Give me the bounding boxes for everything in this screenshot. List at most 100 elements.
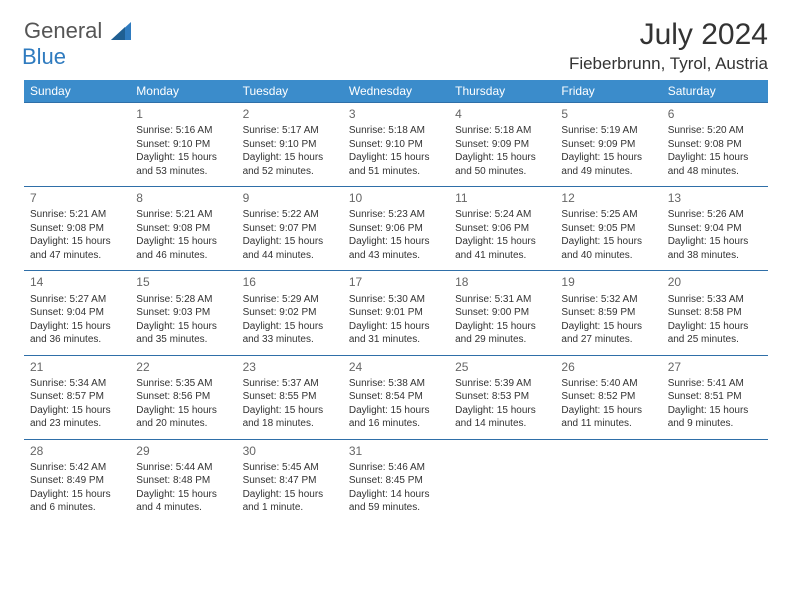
daylight-text: Daylight: 15 hours and 50 minutes. <box>455 151 549 178</box>
day-number: 27 <box>668 359 762 375</box>
day-number: 22 <box>136 359 230 375</box>
day-number: 19 <box>561 274 655 290</box>
day-number: 7 <box>30 190 124 206</box>
calendar-week-row: 21Sunrise: 5:34 AMSunset: 8:57 PMDayligh… <box>24 355 768 439</box>
daylight-text: Daylight: 15 hours and 33 minutes. <box>243 320 337 347</box>
daylight-text: Daylight: 15 hours and 36 minutes. <box>30 320 124 347</box>
sunrise-text: Sunrise: 5:24 AM <box>455 208 549 222</box>
calendar-day-cell: 29 Sunrise: 5:44 AMSunset: 8:48 PMDayligh… <box>130 439 236 523</box>
day-header: Thursday <box>449 80 555 103</box>
daylight-text: Daylight: 14 hours and 59 minutes. <box>349 488 443 515</box>
daylight-text: Daylight: 15 hours and 44 minutes. <box>243 235 337 262</box>
sunrise-text: Sunrise: 5:32 AM <box>561 293 655 307</box>
day-header: Tuesday <box>237 80 343 103</box>
daylight-text: Daylight: 15 hours and 49 minutes. <box>561 151 655 178</box>
daylight-text: Daylight: 15 hours and 40 minutes. <box>561 235 655 262</box>
sunset-text: Sunset: 8:56 PM <box>136 390 230 404</box>
day-number: 29 <box>136 443 230 459</box>
sunrise-text: Sunrise: 5:37 AM <box>243 377 337 391</box>
calendar-day-cell: 30Sunrise: 5:45 AMSunset: 8:47 PMDayligh… <box>237 439 343 523</box>
sunset-text: Sunset: 9:00 PM <box>455 306 549 320</box>
sunrise-text: Sunrise: 5:30 AM <box>349 293 443 307</box>
sunrise-text: Sunrise: 5:25 AM <box>561 208 655 222</box>
day-header: Sunday <box>24 80 130 103</box>
sunrise-text: Sunrise: 5:38 AM <box>349 377 443 391</box>
calendar-day-cell: 12Sunrise: 5:25 AMSunset: 9:05 PMDayligh… <box>555 187 661 271</box>
calendar-day-cell: 21Sunrise: 5:34 AMSunset: 8:57 PMDayligh… <box>24 355 130 439</box>
calendar-day-cell: 2 Sunrise: 5:17 AMSunset: 9:10 PMDaylight… <box>237 103 343 187</box>
sunset-text: Sunset: 8:48 PM <box>136 474 230 488</box>
day-number: 9 <box>243 190 337 206</box>
sunset-text: Sunset: 9:09 PM <box>455 138 549 152</box>
calendar-day-cell: 28Sunrise: 5:42 AMSunset: 8:49 PMDayligh… <box>24 439 130 523</box>
day-number: 28 <box>30 443 124 459</box>
calendar-day-cell: 23Sunrise: 5:37 AMSunset: 8:55 PMDayligh… <box>237 355 343 439</box>
sunset-text: Sunset: 8:45 PM <box>349 474 443 488</box>
sunrise-text: Sunrise: 5:42 AM <box>30 461 124 475</box>
sunrise-text: Sunrise: 5:21 AM <box>30 208 124 222</box>
daylight-text: Daylight: 15 hours and 53 minutes. <box>136 151 230 178</box>
sunrise-text: Sunrise: 5:44 AM <box>136 461 230 475</box>
calendar-day-cell: 8 Sunrise: 5:21 AMSunset: 9:08 PMDaylight… <box>130 187 236 271</box>
sunrise-text: Sunrise: 5:17 AM <box>243 124 337 138</box>
daylight-text: Daylight: 15 hours and 31 minutes. <box>349 320 443 347</box>
daylight-text: Daylight: 15 hours and 9 minutes. <box>668 404 762 431</box>
daylight-text: Daylight: 15 hours and 41 minutes. <box>455 235 549 262</box>
sunrise-text: Sunrise: 5:23 AM <box>349 208 443 222</box>
daylight-text: Daylight: 15 hours and 1 minute. <box>243 488 337 515</box>
sunset-text: Sunset: 9:08 PM <box>136 222 230 236</box>
daylight-text: Daylight: 15 hours and 29 minutes. <box>455 320 549 347</box>
sunrise-text: Sunrise: 5:41 AM <box>668 377 762 391</box>
calendar-day-cell: 5Sunrise: 5:19 AMSunset: 9:09 PMDaylight… <box>555 103 661 187</box>
calendar-day-cell: 19Sunrise: 5:32 AMSunset: 8:59 PMDayligh… <box>555 271 661 355</box>
day-number: 24 <box>349 359 443 375</box>
sunset-text: Sunset: 9:10 PM <box>243 138 337 152</box>
page-header: General Blue July 2024 Fieberbrunn, Tyro… <box>24 18 768 74</box>
calendar-day-cell: 17Sunrise: 5:30 AMSunset: 9:01 PMDayligh… <box>343 271 449 355</box>
sunset-text: Sunset: 9:04 PM <box>30 306 124 320</box>
calendar-day-cell: 18Sunrise: 5:31 AMSunset: 9:00 PMDayligh… <box>449 271 555 355</box>
sunset-text: Sunset: 8:52 PM <box>561 390 655 404</box>
calendar-day-cell: 26Sunrise: 5:40 AMSunset: 8:52 PMDayligh… <box>555 355 661 439</box>
day-number: 13 <box>668 190 762 206</box>
sunset-text: Sunset: 8:47 PM <box>243 474 337 488</box>
logo-word-1: General <box>24 18 102 43</box>
logo-sail-icon <box>111 22 133 40</box>
sunset-text: Sunset: 9:08 PM <box>668 138 762 152</box>
calendar-day-cell: 22Sunrise: 5:35 AMSunset: 8:56 PMDayligh… <box>130 355 236 439</box>
day-header: Wednesday <box>343 80 449 103</box>
location-text: Fieberbrunn, Tyrol, Austria <box>569 54 768 74</box>
sunset-text: Sunset: 9:09 PM <box>561 138 655 152</box>
calendar-day-cell: 16Sunrise: 5:29 AMSunset: 9:02 PMDayligh… <box>237 271 343 355</box>
day-number: 5 <box>561 106 655 122</box>
daylight-text: Daylight: 15 hours and 52 minutes. <box>243 151 337 178</box>
day-number: 15 <box>136 274 230 290</box>
day-header: Monday <box>130 80 236 103</box>
sunrise-text: Sunrise: 5:18 AM <box>455 124 549 138</box>
daylight-text: Daylight: 15 hours and 35 minutes. <box>136 320 230 347</box>
daylight-text: Daylight: 15 hours and 43 minutes. <box>349 235 443 262</box>
calendar-day-cell: 7Sunrise: 5:21 AMSunset: 9:08 PMDaylight… <box>24 187 130 271</box>
daylight-text: Daylight: 15 hours and 4 minutes. <box>136 488 230 515</box>
daylight-text: Daylight: 15 hours and 23 minutes. <box>30 404 124 431</box>
day-number: 2 <box>243 106 337 122</box>
sunrise-text: Sunrise: 5:34 AM <box>30 377 124 391</box>
daylight-text: Daylight: 15 hours and 11 minutes. <box>561 404 655 431</box>
calendar-day-cell: 10Sunrise: 5:23 AMSunset: 9:06 PMDayligh… <box>343 187 449 271</box>
calendar-day-cell: 20Sunrise: 5:33 AMSunset: 8:58 PMDayligh… <box>662 271 768 355</box>
day-number: 25 <box>455 359 549 375</box>
sunset-text: Sunset: 9:06 PM <box>455 222 549 236</box>
sunrise-text: Sunrise: 5:31 AM <box>455 293 549 307</box>
calendar-week-row: 28Sunrise: 5:42 AMSunset: 8:49 PMDayligh… <box>24 439 768 523</box>
calendar-header-row: SundayMondayTuesdayWednesdayThursdayFrid… <box>24 80 768 103</box>
daylight-text: Daylight: 15 hours and 46 minutes. <box>136 235 230 262</box>
sunrise-text: Sunrise: 5:40 AM <box>561 377 655 391</box>
sunrise-text: Sunrise: 5:20 AM <box>668 124 762 138</box>
sunrise-text: Sunrise: 5:21 AM <box>136 208 230 222</box>
sunset-text: Sunset: 9:01 PM <box>349 306 443 320</box>
sunset-text: Sunset: 8:58 PM <box>668 306 762 320</box>
sunset-text: Sunset: 8:57 PM <box>30 390 124 404</box>
day-number: 8 <box>136 190 230 206</box>
sunset-text: Sunset: 8:51 PM <box>668 390 762 404</box>
sunset-text: Sunset: 8:54 PM <box>349 390 443 404</box>
